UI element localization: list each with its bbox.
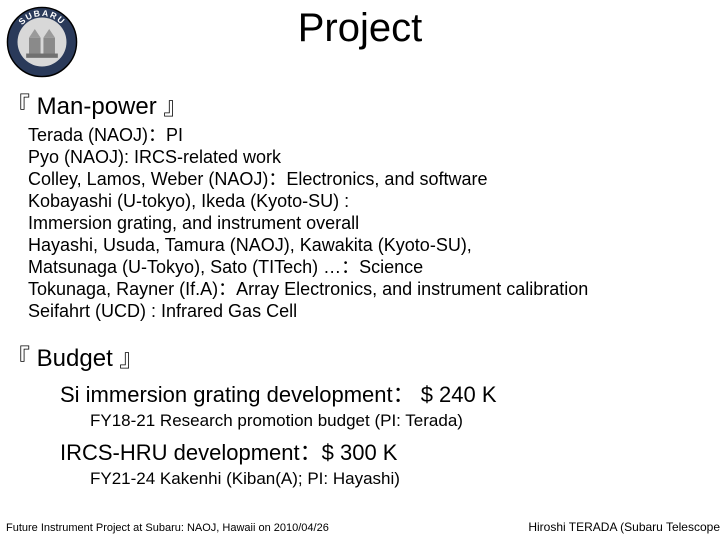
budget-heading: 『 Budget 』: [6, 338, 720, 373]
manpower-section: 『 Man-power 』 Terada (NAOJ)：PI Pyo (NAOJ…: [0, 86, 720, 323]
footer-left: Future Instrument Project at Subaru: NAO…: [6, 522, 329, 534]
budget-section: 『 Budget 』 Si immersion grating developm…: [0, 338, 720, 489]
manpower-heading: 『 Man-power 』: [6, 86, 720, 121]
budget-item-1: Si immersion grating development： $ 240 …: [60, 377, 720, 409]
budget-item-1-detail: FY18-21 Research promotion budget (PI: T…: [90, 411, 720, 431]
slide-title: Project: [0, 6, 720, 51]
footer-right: Hiroshi TERADA (Subaru Telescope: [528, 520, 720, 534]
budget-item-2-detail: FY21-24 Kakenhi (Kiban(A); PI: Hayashi): [90, 469, 720, 489]
manpower-body: Terada (NAOJ)：PI Pyo (NAOJ): IRCS-relate…: [28, 125, 720, 323]
budget-item-2: IRCS-HRU development：$ 300 K: [60, 435, 720, 467]
